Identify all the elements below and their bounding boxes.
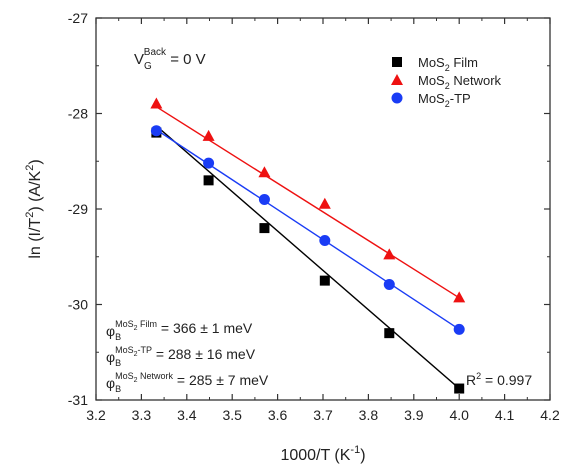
x-tick-label: 4.0 <box>449 407 469 423</box>
legend-label-tp: MoS2-TP <box>418 91 471 109</box>
gate-voltage-annotation: VGBack = 0 V <box>134 47 206 72</box>
phi-network-annotation: φBMoS2 Network = 285 ± 7 meV <box>106 371 269 394</box>
legend-marker-network <box>391 74 403 85</box>
data-point-film <box>384 328 395 339</box>
legend-marker-film <box>392 57 402 67</box>
y-tick-label: -28 <box>68 106 88 122</box>
y-tick-label: -31 <box>68 392 88 408</box>
data-point-film <box>259 223 270 234</box>
data-point-tp <box>150 125 162 137</box>
data-markers <box>150 97 466 394</box>
phi-film-annotation: φBMoS2 Film = 366 ± 1 meV <box>106 319 253 342</box>
data-point-network <box>150 97 163 109</box>
data-point-tp <box>258 193 270 205</box>
data-point-network <box>318 197 331 209</box>
data-point-film <box>319 275 330 286</box>
x-tick-label: 3.5 <box>222 407 242 423</box>
data-point-film <box>203 175 214 186</box>
x-tick-label: 4.1 <box>495 407 515 423</box>
y-tick-label: -30 <box>68 297 88 313</box>
fit-line-film <box>155 125 460 390</box>
data-point-tp <box>203 157 215 169</box>
plot-area <box>95 17 551 401</box>
axis-ticks: 3.2 3.3 3.4 3.5 3.6 3.7 3.8 3.9 4.0 4.1 4.2 -27 -28 -… <box>68 10 560 423</box>
data-point-network <box>258 166 271 178</box>
legend: MoS2 Film MoS2 Network MoS2-TP <box>391 55 502 109</box>
x-tick-label: 3.3 <box>132 407 152 423</box>
y-axis-title: ln (I/T2) (A/K2) <box>24 159 44 258</box>
x-axis-title: 1000/T (K-1) <box>280 444 365 464</box>
data-point-network <box>383 248 396 260</box>
x-tick-label: 3.7 <box>313 407 333 423</box>
phi-tp-annotation: φBMoS2-TP = 288 ± 16 meV <box>106 345 256 368</box>
legend-marker-tp <box>391 92 403 104</box>
data-point-tp <box>383 278 395 290</box>
legend-label-film: MoS2 Film <box>418 55 478 73</box>
data-point-network <box>453 291 466 303</box>
x-tick-label: 3.6 <box>268 407 288 423</box>
r-squared-annotation: R2 = 0.997 <box>466 371 532 388</box>
data-point-tp <box>319 235 331 247</box>
x-tick-label: 3.8 <box>359 407 379 423</box>
x-tick-label: 3.9 <box>404 407 424 423</box>
data-point-network <box>202 129 215 141</box>
y-tick-label: -27 <box>68 10 88 26</box>
y-tick-label: -29 <box>68 201 88 217</box>
data-point-tp <box>453 323 465 335</box>
x-tick-label: 4.2 <box>540 407 560 423</box>
legend-label-network: MoS2 Network <box>418 73 502 91</box>
x-tick-label: 3.2 <box>86 407 106 423</box>
x-tick-label: 3.4 <box>177 407 197 423</box>
data-point-film <box>454 383 465 394</box>
